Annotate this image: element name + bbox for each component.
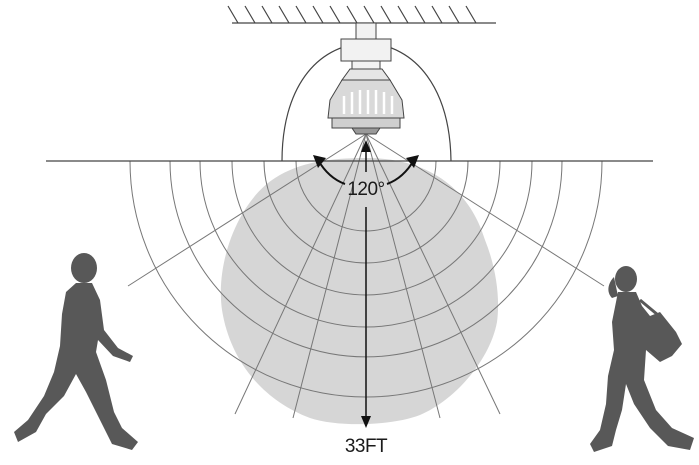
ceiling-hatch-mark	[261, 5, 273, 24]
ceiling-hatch-mark	[329, 5, 341, 24]
ceiling-hatch-mark	[244, 5, 256, 24]
ceiling	[227, 5, 496, 24]
ceiling-hatch-mark	[295, 5, 307, 24]
ceiling-hatch-mark	[465, 5, 477, 24]
detection-range-label: 33FT	[344, 436, 388, 457]
ceiling-hatch-mark	[363, 5, 375, 24]
detection-ray	[365, 133, 605, 287]
ceiling-hatch-mark	[397, 5, 409, 24]
detection-ray	[365, 133, 441, 419]
range-arrow	[361, 140, 371, 428]
walking-man-icon	[14, 253, 138, 450]
ceiling-hatch-mark	[346, 5, 358, 24]
detection-rays	[127, 133, 605, 419]
walking-woman-with-bag-icon	[590, 266, 694, 452]
beam-angle-arrowheads	[313, 155, 419, 168]
ceiling-hatch-mark	[380, 5, 392, 24]
ceiling-hatch-mark	[312, 5, 324, 24]
beam-angle-label: 120°	[347, 179, 385, 200]
coverage-area	[220, 158, 499, 425]
detection-ray	[365, 133, 501, 415]
detection-ray	[127, 133, 367, 287]
detection-ray	[234, 133, 367, 415]
detection-ray	[292, 133, 367, 419]
ceiling-hatch-mark	[431, 5, 443, 24]
ceiling-hatch-mark	[227, 5, 239, 24]
ceiling-hatch-mark	[278, 5, 290, 24]
ceiling-hatch-mark	[448, 5, 460, 24]
ceiling-hatch-mark	[414, 5, 426, 24]
high-bay-motion-sensor-icon	[327, 22, 405, 135]
